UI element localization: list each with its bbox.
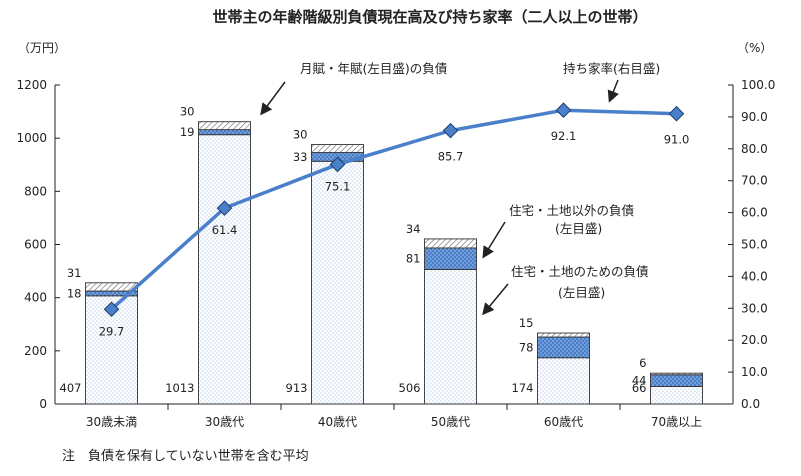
data-label-other: 33	[293, 150, 308, 164]
arrow-annual-debt	[260, 81, 286, 116]
left-tick-label: 0	[39, 397, 47, 411]
data-label-annual: 30	[180, 105, 195, 119]
data-label-homeownership: 92.1	[551, 129, 577, 143]
line-point	[442, 122, 459, 139]
bar-segment-annual	[311, 144, 364, 153]
data-label-annual: 6	[639, 356, 646, 370]
data-label-housing: 66	[632, 381, 647, 395]
bar-segment-other	[198, 129, 251, 136]
data-label-annual: 15	[519, 316, 534, 330]
line-point	[103, 301, 120, 318]
line-series	[103, 102, 685, 318]
arrow-housing-debt	[482, 283, 509, 316]
category-label: 30歳未満	[86, 415, 137, 429]
data-label-other: 81	[406, 252, 421, 266]
line-path	[110, 108, 677, 311]
data-label-other: 18	[67, 286, 82, 300]
annotation-housing-debt-2: (左目盛)	[558, 285, 605, 300]
data-label-homeownership: 85.7	[438, 150, 464, 164]
data-label-other: 19	[180, 125, 195, 139]
right-tick-label: 100.0	[741, 78, 775, 92]
axes: 0 200 400 600 800 1000 1200 0.0 10.0 20.0 30.0 40.0…	[16, 78, 775, 429]
right-tick-label: 90.0	[741, 110, 768, 124]
category-label: 70歳以上	[651, 415, 702, 429]
left-axis-unit: （万円）	[18, 41, 66, 55]
bar-segment-housing	[424, 269, 477, 405]
annotation-other-debt-1: 住宅・土地以外の負債	[509, 203, 634, 218]
right-axis-unit: （%）	[737, 41, 772, 55]
right-tick-label: 10.0	[741, 365, 768, 379]
bar-segment-housing	[198, 134, 251, 405]
data-label-housing: 913	[286, 381, 308, 395]
data-label-other: 78	[519, 340, 534, 354]
right-tick-label: 0.0	[741, 397, 760, 411]
bar-segment-housing	[537, 357, 590, 405]
bar-segment-annual	[424, 238, 477, 249]
bar-segment-annual	[198, 121, 251, 131]
bar-segment-annual	[85, 282, 138, 292]
data-label-other: 44	[632, 374, 647, 388]
category-label: 30歳代	[205, 415, 244, 429]
right-tick-label: 70.0	[741, 174, 768, 188]
bar-segment-other	[424, 247, 477, 270]
data-label-homeownership: 91.0	[664, 133, 690, 147]
annotation-other-debt-2: (左目盛)	[555, 221, 602, 236]
annotation-homeownership: 持ち家率(右目盛)	[563, 61, 660, 76]
right-tick-label: 40.0	[741, 269, 768, 283]
left-tick-label: 800	[24, 184, 47, 198]
left-tick-label: 1200	[16, 78, 47, 92]
category-label: 50歳代	[431, 415, 470, 429]
right-tick-label: 30.0	[741, 301, 768, 315]
data-label-housing: 506	[399, 381, 421, 395]
arrow-homeownership	[607, 79, 619, 103]
bar-segment-housing	[650, 386, 703, 405]
data-label-annual: 34	[406, 222, 421, 236]
line-point	[668, 105, 685, 122]
data-label-homeownership: 75.1	[325, 179, 351, 193]
bar-segment-annual	[650, 372, 703, 376]
left-tick-label: 200	[24, 344, 47, 358]
data-label-homeownership: 61.4	[212, 223, 238, 237]
chart-title: 世帯主の年齢階級別負債現在高及び持ち家率（二人以上の世帯）	[212, 8, 647, 26]
left-tick-label: 400	[24, 291, 47, 305]
right-tick-label: 60.0	[741, 206, 768, 220]
line-point	[216, 200, 233, 216]
line-point	[329, 156, 346, 173]
right-tick-label: 80.0	[741, 142, 768, 156]
bar-segment-housing	[311, 160, 364, 405]
annotation-annual-debt: 月賦・年賦(左目盛)の負債	[300, 61, 447, 76]
left-tick-label: 600	[24, 238, 47, 252]
category-label: 40歳代	[318, 415, 357, 429]
right-tick-label: 20.0	[741, 333, 768, 347]
data-label-annual: 30	[293, 128, 308, 142]
data-label-housing: 1013	[165, 381, 194, 395]
data-labels: 407 18 31 1013 19 30 913 33 30 506 81 34 174 78 15 6644…	[60, 105, 690, 395]
arrow-other-debt	[482, 221, 506, 259]
left-tick-label: 1000	[16, 131, 47, 145]
bar-segment-other	[650, 374, 703, 387]
data-label-homeownership: 29.7	[99, 324, 125, 338]
bars	[85, 121, 703, 405]
annotation-housing-debt-1: 住宅・土地のための負債	[511, 264, 649, 279]
data-label-annual: 31	[67, 266, 82, 280]
right-tick-label: 50.0	[741, 238, 768, 252]
bar-segment-other	[537, 336, 590, 359]
data-label-housing: 174	[512, 381, 534, 395]
bar-segment-annual	[537, 332, 590, 338]
category-label: 60歳代	[544, 415, 583, 429]
chart-note: 注 負債を保有していない世帯を含む平均	[62, 448, 309, 464]
line-point	[555, 102, 572, 118]
data-label-housing: 407	[60, 381, 82, 395]
